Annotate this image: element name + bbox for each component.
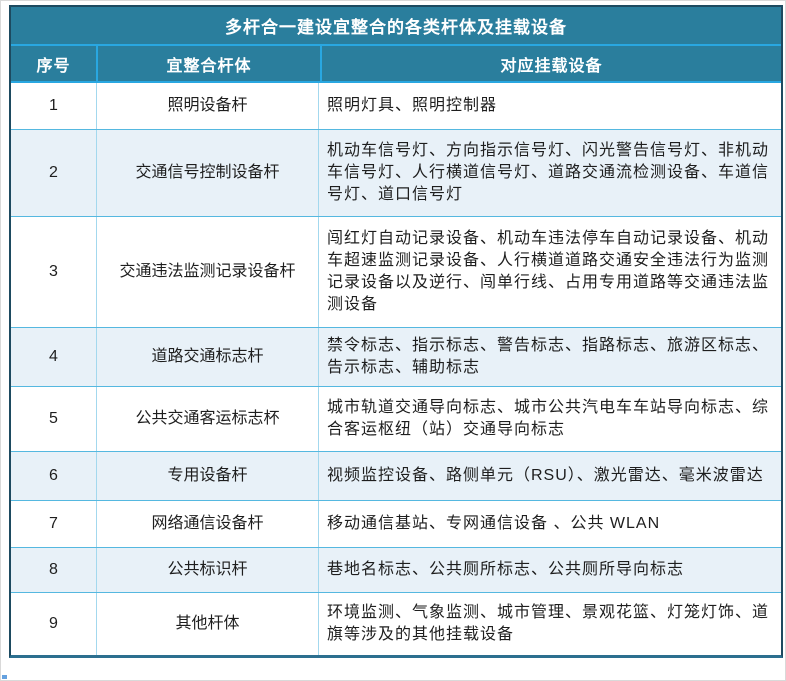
- serial-number-cell: 4: [49, 348, 58, 365]
- serial-number-cell: 2: [49, 164, 58, 181]
- pole-type-cell: 照明设备杆: [96, 83, 318, 129]
- devices-cell: 环境监测、气象监测、城市管理、景观花篮、灯笼灯饰、道旗等涉及的其他挂载设备: [318, 593, 781, 655]
- table-row: 7 网络通信设备杆 移动通信基站、专网通信设备 、公共 WLAN: [11, 500, 781, 547]
- pole-type-cell: 专用设备杆: [96, 452, 318, 500]
- devices-cell: 视频监控设备、路侧单元（RSU）、激光雷达、毫米波雷达: [318, 452, 781, 500]
- screen-artifact: [2, 675, 7, 679]
- serial-number-cell: 6: [49, 467, 58, 484]
- pole-type-cell: 公共标识杆: [96, 548, 318, 592]
- devices-cell: 城市轨道交通导向标志、城市公共汽电车车站导向标志、综合客运枢纽（站）交通导向标志: [318, 387, 781, 451]
- devices-cell: 禁令标志、指示标志、警告标志、指路标志、旅游区标志、告示标志、辅助标志: [318, 328, 781, 386]
- table-row: 5 公共交通客运标志杯 城市轨道交通导向标志、城市公共汽电车车站导向标志、综合客…: [11, 386, 781, 451]
- pole-integration-table: 多杆合一建设宜整合的各类杆体及挂载设备 序号 宜整合杆体 对应挂载设备 1 照明…: [9, 5, 783, 658]
- serial-number-cell: 9: [49, 615, 58, 632]
- header-serial-number: 序号: [36, 57, 71, 75]
- table-title: 多杆合一建设宜整合的各类杆体及挂载设备: [11, 7, 781, 46]
- table-row: 6 专用设备杆 视频监控设备、路侧单元（RSU）、激光雷达、毫米波雷达: [11, 451, 781, 500]
- pole-type-cell: 道路交通标志杆: [96, 328, 318, 386]
- devices-cell: 巷地名标志、公共厕所标志、公共厕所导向标志: [318, 548, 781, 592]
- devices-cell: 机动车信号灯、方向指示信号灯、闪光警告信号灯、非机动车信号灯、人行横道信号灯、道…: [318, 130, 781, 216]
- serial-number-cell: 7: [49, 515, 58, 532]
- table-row: 2 交通信号控制设备杆 机动车信号灯、方向指示信号灯、闪光警告信号灯、非机动车信…: [11, 129, 781, 216]
- devices-cell: 闯红灯自动记录设备、机动车违法停车自动记录设备、机动车超速监测记录设备、人行横道…: [318, 217, 781, 327]
- pole-type-cell: 其他杆体: [96, 593, 318, 655]
- serial-number-cell: 1: [49, 97, 58, 114]
- header-mounted-devices: 对应挂载设备: [320, 46, 781, 81]
- pole-type-cell: 交通违法监测记录设备杆: [96, 217, 318, 327]
- serial-number-cell: 3: [49, 263, 58, 280]
- table-row: 3 交通违法监测记录设备杆 闯红灯自动记录设备、机动车违法停车自动记录设备、机动…: [11, 216, 781, 327]
- pole-type-cell: 交通信号控制设备杆: [96, 130, 318, 216]
- serial-number-cell: 8: [49, 561, 58, 578]
- table-row: 1 照明设备杆 照明灯具、照明控制器: [11, 83, 781, 129]
- table-header-row: 序号 宜整合杆体 对应挂载设备: [11, 46, 781, 83]
- pole-type-cell: 网络通信设备杆: [96, 501, 318, 547]
- table-body: 1 照明设备杆 照明灯具、照明控制器 2 交通信号控制设备杆 机动车信号灯、方向…: [11, 83, 781, 655]
- pole-type-cell: 公共交通客运标志杯: [96, 387, 318, 451]
- header-pole-type: 宜整合杆体: [96, 46, 320, 81]
- serial-number-cell: 5: [49, 410, 58, 427]
- devices-cell: 移动通信基站、专网通信设备 、公共 WLAN: [318, 501, 781, 547]
- table-row: 4 道路交通标志杆 禁令标志、指示标志、警告标志、指路标志、旅游区标志、告示标志…: [11, 327, 781, 386]
- table-row: 8 公共标识杆 巷地名标志、公共厕所标志、公共厕所导向标志: [11, 547, 781, 592]
- devices-cell: 照明灯具、照明控制器: [318, 83, 781, 129]
- table-row: 9 其他杆体 环境监测、气象监测、城市管理、景观花篮、灯笼灯饰、道旗等涉及的其他…: [11, 592, 781, 655]
